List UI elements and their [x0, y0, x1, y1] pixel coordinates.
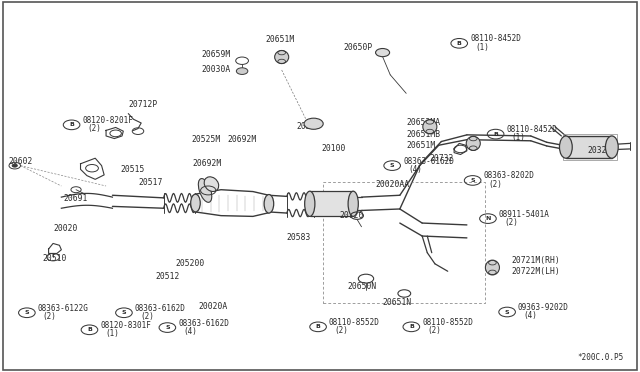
Ellipse shape	[264, 195, 274, 213]
Ellipse shape	[485, 260, 499, 275]
Text: (2): (2)	[488, 180, 502, 189]
Text: S: S	[24, 310, 29, 315]
Text: 20020A: 20020A	[198, 302, 228, 311]
Ellipse shape	[348, 191, 358, 217]
Text: 08110-8452D: 08110-8452D	[470, 34, 521, 44]
Ellipse shape	[423, 120, 437, 134]
Text: 08363-6162D: 08363-6162D	[178, 319, 229, 328]
Text: (1): (1)	[511, 133, 525, 142]
Text: B: B	[457, 41, 461, 46]
Text: B: B	[316, 324, 321, 329]
Text: 20720: 20720	[339, 211, 364, 220]
Text: 20510: 20510	[42, 254, 67, 263]
Ellipse shape	[204, 177, 219, 192]
Text: 20321M: 20321M	[587, 146, 616, 155]
Text: 20692M: 20692M	[227, 135, 257, 144]
Text: (1): (1)	[106, 329, 119, 338]
Text: 20535: 20535	[296, 122, 321, 131]
Ellipse shape	[467, 137, 480, 150]
Text: S: S	[390, 163, 394, 168]
Text: 08110-8552D: 08110-8552D	[422, 318, 473, 327]
Circle shape	[376, 48, 390, 57]
Text: 08363-6162D: 08363-6162D	[135, 304, 186, 313]
Text: B: B	[87, 327, 92, 332]
Text: (2): (2)	[334, 326, 348, 335]
Text: 20651M: 20651M	[407, 141, 436, 150]
Ellipse shape	[605, 136, 618, 158]
Text: (2): (2)	[428, 326, 441, 335]
Ellipse shape	[305, 191, 315, 217]
Text: 20652MA: 20652MA	[407, 118, 441, 127]
Text: 20732: 20732	[430, 154, 454, 163]
Circle shape	[236, 68, 248, 74]
Text: 20651MB: 20651MB	[407, 129, 441, 139]
Text: (2): (2)	[140, 312, 154, 321]
Bar	[563, 134, 617, 160]
Text: 08363-8202D: 08363-8202D	[483, 171, 534, 180]
Text: (2): (2)	[504, 218, 518, 227]
Text: (4): (4)	[408, 165, 422, 174]
Text: 08110-8552D: 08110-8552D	[329, 318, 380, 327]
Text: 20525M: 20525M	[191, 135, 220, 144]
Text: 09363-9202D: 09363-9202D	[518, 303, 569, 312]
Text: S: S	[122, 310, 126, 315]
Text: S: S	[470, 178, 475, 183]
Text: 20030A: 20030A	[202, 65, 231, 74]
Ellipse shape	[191, 194, 200, 212]
Text: 20651N: 20651N	[382, 298, 411, 307]
Circle shape	[304, 118, 323, 129]
Text: (2): (2)	[43, 312, 57, 321]
Text: 08363-6162D: 08363-6162D	[403, 157, 454, 166]
Text: 08911-5401A: 08911-5401A	[499, 210, 550, 219]
Text: 20515: 20515	[121, 165, 145, 174]
Text: 08120-8301F: 08120-8301F	[100, 321, 151, 330]
Text: 20650P: 20650P	[344, 42, 373, 51]
Text: 20583: 20583	[287, 233, 311, 243]
Text: 20602: 20602	[8, 157, 33, 166]
Ellipse shape	[275, 51, 289, 64]
Text: 20722M(LH): 20722M(LH)	[511, 267, 561, 276]
Text: (1): (1)	[475, 42, 489, 51]
Text: (4): (4)	[523, 311, 537, 320]
Bar	[566, 136, 612, 158]
Circle shape	[12, 164, 17, 167]
Text: 20692M: 20692M	[192, 159, 221, 168]
Text: 20651M: 20651M	[266, 35, 295, 44]
Text: B: B	[69, 122, 74, 127]
Text: B: B	[493, 132, 498, 137]
Text: 20712P: 20712P	[129, 100, 157, 109]
Text: 20020AA: 20020AA	[376, 180, 410, 189]
Text: 20517: 20517	[138, 178, 163, 187]
Text: (2): (2)	[88, 124, 101, 133]
Text: 08110-8452D: 08110-8452D	[506, 125, 557, 134]
Text: S: S	[505, 310, 509, 314]
Text: 08120-8201F: 08120-8201F	[83, 116, 133, 125]
Text: 20512: 20512	[156, 272, 180, 281]
Text: 20721M(RH): 20721M(RH)	[511, 256, 561, 265]
Ellipse shape	[559, 136, 572, 158]
Text: 20020: 20020	[53, 224, 77, 233]
Text: S: S	[165, 325, 170, 330]
Text: 205200: 205200	[175, 259, 205, 268]
Text: (4): (4)	[183, 327, 197, 336]
Text: 08363-6122G: 08363-6122G	[38, 304, 88, 313]
Bar	[310, 191, 353, 217]
Text: 20659M: 20659M	[202, 50, 231, 59]
Text: *200C.0.P5: *200C.0.P5	[577, 353, 623, 362]
Text: N: N	[485, 216, 491, 221]
Text: 20100: 20100	[321, 144, 346, 153]
Text: 20691: 20691	[63, 195, 88, 203]
Ellipse shape	[198, 179, 212, 202]
Text: B: B	[409, 324, 413, 329]
Text: 20650N: 20650N	[348, 282, 377, 291]
